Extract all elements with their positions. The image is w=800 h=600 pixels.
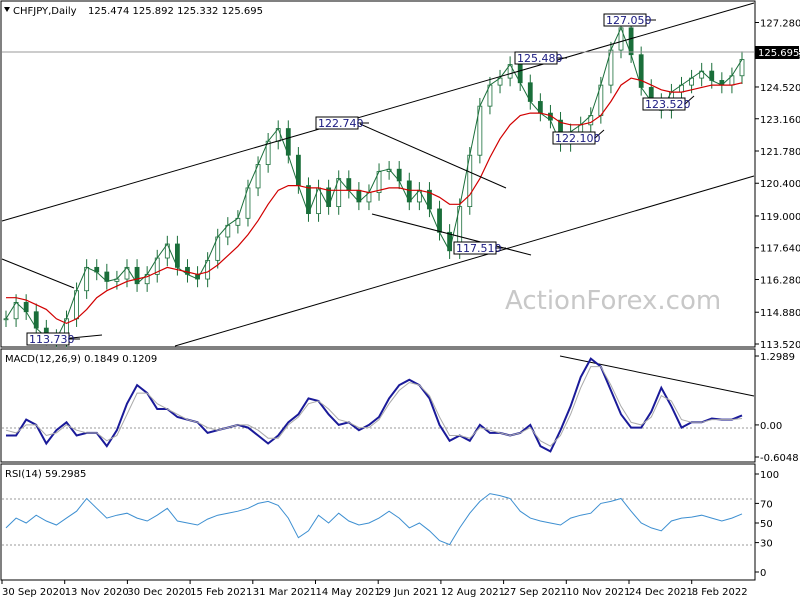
annotation-117-510: 117.510 (453, 241, 506, 255)
annotation-125-480: 125.480 (514, 51, 567, 65)
price-tick-label: 124.520 (760, 83, 800, 94)
rsi-line (5, 493, 743, 546)
ohlc-label: 125.474 125.892 125.332 125.695 (88, 6, 263, 17)
macd-signal-line (5, 366, 743, 447)
trendline-top-left (1, 258, 75, 289)
macd-divergence-line (559, 355, 755, 397)
rsi-series-layer (5, 493, 743, 546)
rsi-label: RSI(14) 59.2985 (5, 469, 86, 480)
svg-text:117.510: 117.510 (456, 242, 502, 255)
date-tick-label: 29 Jun 2021 (378, 587, 438, 598)
svg-text:125.695: 125.695 (758, 48, 799, 59)
macd-line (6, 357, 743, 453)
price-close-line (5, 26, 743, 340)
price-tick-label: 116.280 (760, 276, 800, 287)
rsi-tick-label: 30 (760, 539, 773, 550)
date-tick-label: 24 Dec 2021 (629, 587, 693, 598)
rsi-axis: 100 70 50 30 0 (755, 470, 779, 579)
price-tick-label: 127.280 (760, 18, 800, 29)
svg-text:125.480: 125.480 (517, 52, 563, 65)
macd-tick-label: -0.6048 (760, 453, 799, 464)
svg-text:113.730: 113.730 (29, 333, 75, 346)
price-tick-label: 117.640 (760, 244, 800, 255)
svg-text:127.050: 127.050 (606, 14, 652, 27)
collapse-arrow-icon (4, 7, 10, 12)
svg-text:122.740: 122.740 (318, 117, 364, 130)
svg-text:122.100: 122.100 (555, 132, 601, 145)
price-header: CHFJPY,Daily 125.474 125.892 125.332 125… (4, 6, 263, 17)
watermark: ActionForex.com (505, 286, 721, 316)
last-price-tag: 125.695 (755, 46, 799, 59)
svg-text:123.520: 123.520 (645, 98, 691, 111)
macd-axis: 1.2989 0.00 -0.6048 (755, 352, 799, 464)
date-tick-label: 30 Dec 2020 (127, 587, 191, 598)
trendline-upper-mid (359, 123, 507, 189)
macd-label: MACD(12,26,9) 0.1849 0.1209 (5, 354, 157, 365)
macd-series-layer (5, 357, 743, 453)
price-tick-label: 120.400 (760, 179, 800, 190)
date-tick-label: 8 Feb 2022 (692, 587, 748, 598)
annotation-113-730: 113.730 (26, 332, 80, 346)
rsi-tick-label: 100 (760, 470, 779, 481)
price-tick-label: 121.780 (760, 147, 800, 158)
date-tick-label: 27 Sep 2021 (504, 587, 567, 598)
annotation-123-520: 123.520 (642, 95, 695, 111)
price-annotations: 113.730 122.740 117.510 125.480 122.100 … (26, 13, 695, 346)
date-tick-label: 12 Aug 2021 (441, 587, 505, 598)
price-tick-label: 119.000 (760, 212, 800, 223)
channel-upper-line (1, 2, 755, 222)
macd-tick-label: 1.2989 (760, 352, 795, 363)
price-candle (3, 318, 9, 321)
macd-tick-label: 0.00 (760, 421, 782, 432)
moving-average-line (6, 77, 743, 325)
price-tick-label: 113.520 (760, 340, 800, 351)
symbol-label: CHFJPY,Daily (13, 6, 77, 17)
annotation-127-050: 127.050 (603, 13, 656, 27)
macd-panel-frame (0, 348, 756, 463)
date-tick-label: 31 Mar 2021 (253, 587, 316, 598)
rsi-panel-frame (0, 463, 756, 581)
channel-lower-line (174, 175, 755, 347)
price-tick-label: 114.880 (760, 308, 800, 319)
date-tick-label: 10 Nov 2021 (566, 587, 630, 598)
rsi-tick-label: 50 (760, 519, 773, 530)
rsi-tick-label: 70 (760, 499, 773, 510)
date-tick-label: 15 Feb 2021 (190, 587, 252, 598)
date-tick-label: 14 May 2021 (316, 587, 381, 598)
date-tick-label: 30 Sep 2020 (2, 587, 65, 598)
date-tick-label: 13 Nov 2020 (65, 587, 129, 598)
annotation-122-100: 122.100 (552, 129, 605, 145)
price-tick-label: 123.160 (760, 115, 800, 126)
rsi-tick-label: 0 (760, 568, 766, 579)
price-axis: 127.280125.895124.520123.160121.780120.4… (755, 18, 800, 351)
annotation-122-740: 122.740 (315, 116, 369, 130)
